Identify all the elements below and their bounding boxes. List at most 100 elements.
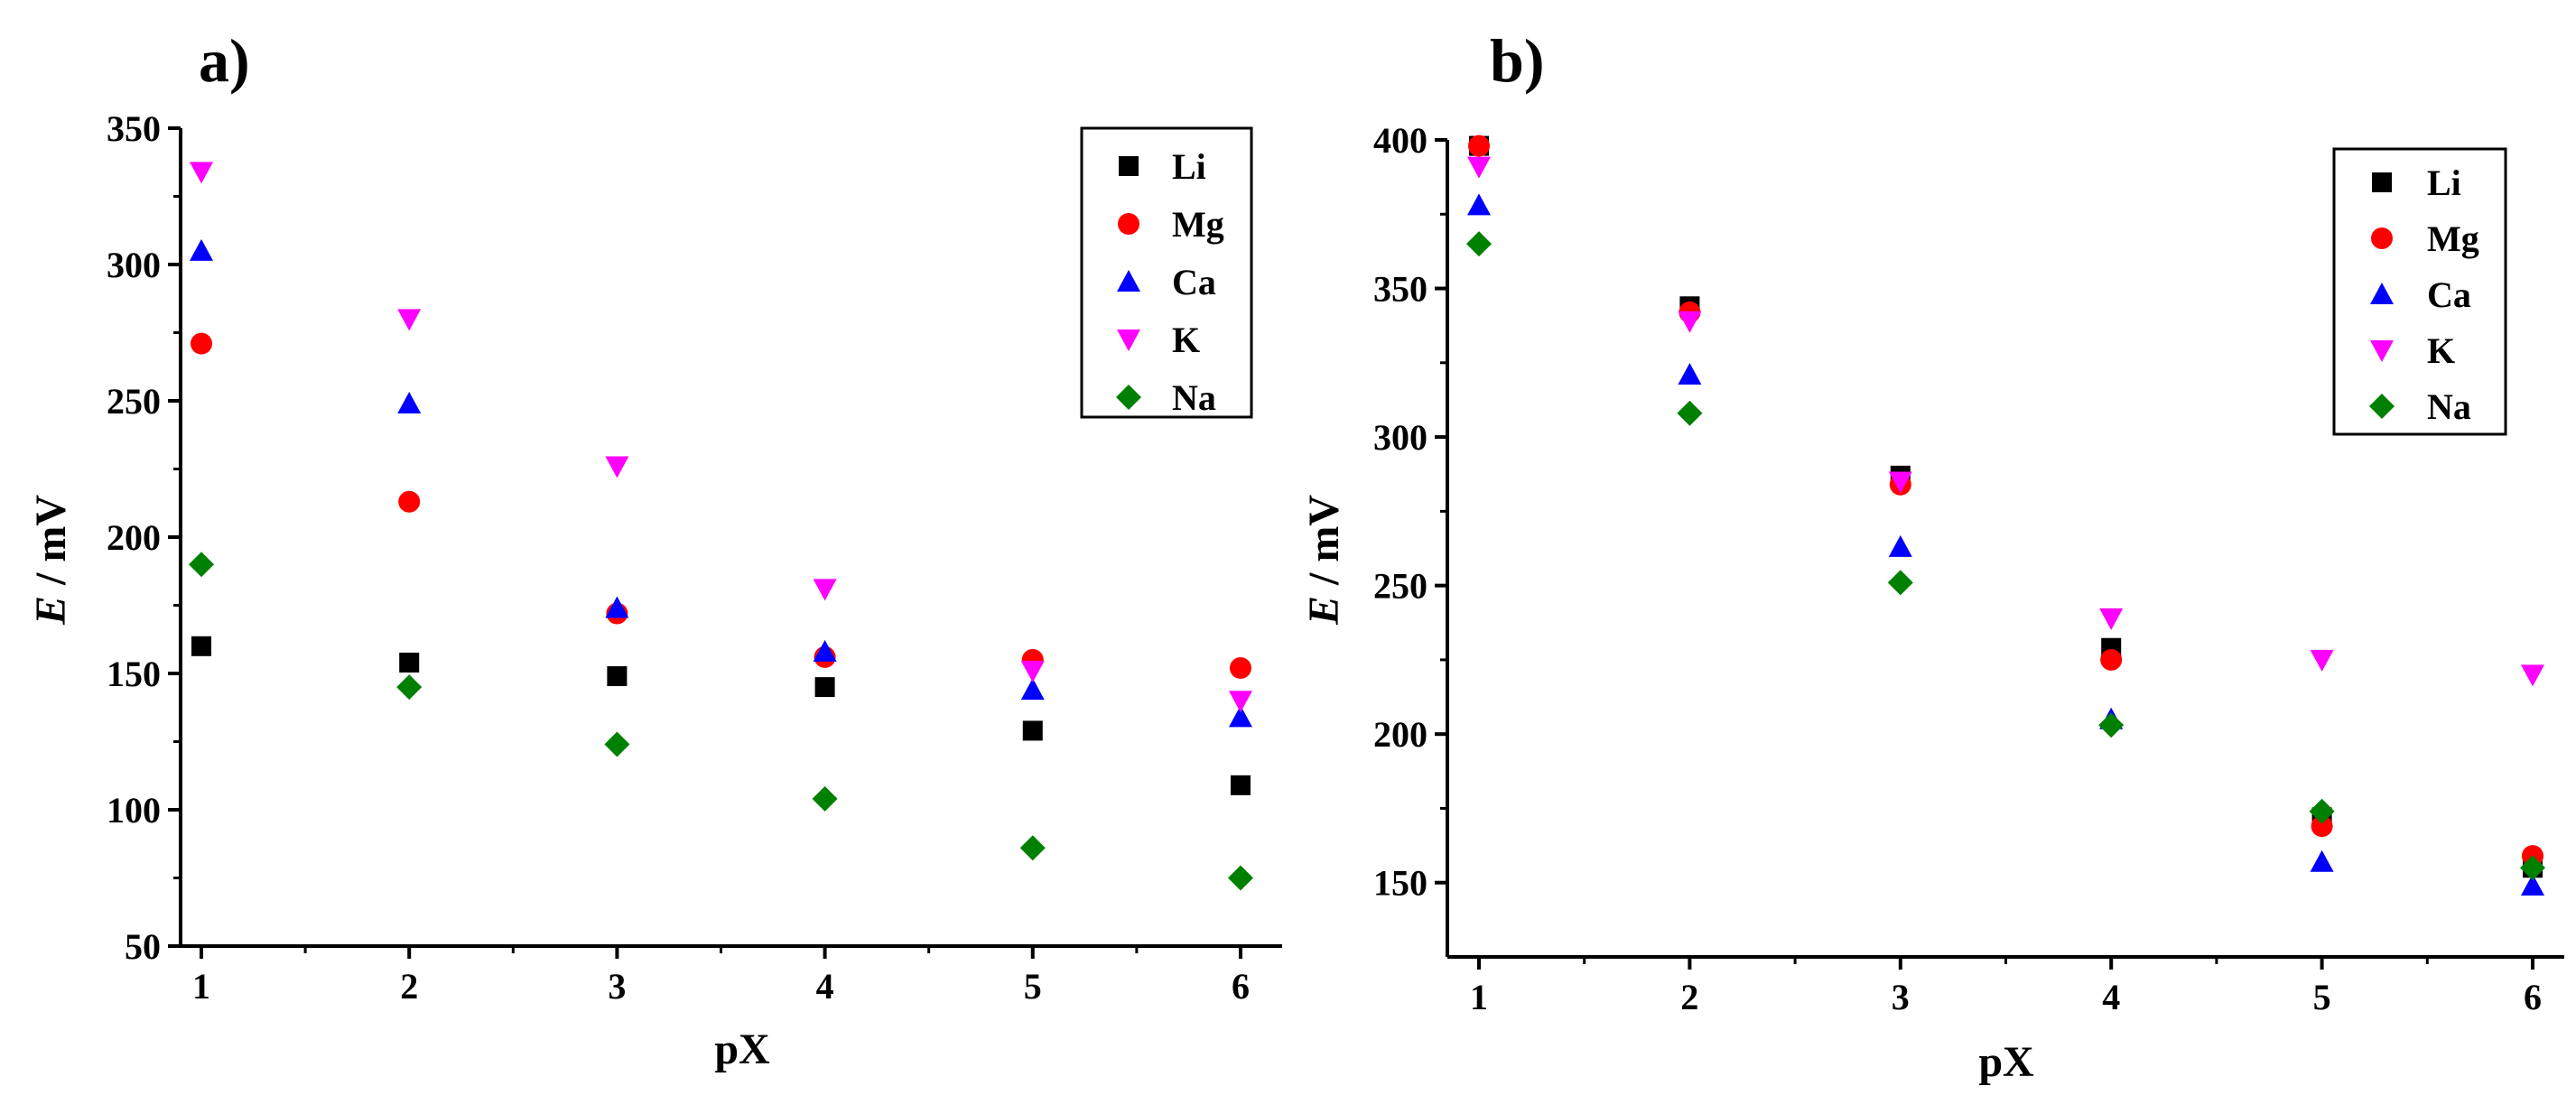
panel-label-a: a) [199, 26, 250, 95]
data-point-b-ca [1888, 534, 1912, 557]
legend-marker-b-na [2369, 394, 2395, 419]
legend-marker-a-na [1116, 385, 1141, 410]
data-point-b-na [1887, 570, 1913, 596]
data-point-a-na [1019, 835, 1046, 861]
data-point-b-k [1678, 311, 1702, 333]
legend-label-b-ca: Ca [2427, 274, 2471, 315]
y-tick-label-b: 300 [1373, 417, 1427, 458]
y-tick-label-b: 350 [1373, 269, 1427, 310]
legend-label-b-mg: Mg [2427, 218, 2479, 259]
data-point-a-ca [813, 639, 837, 662]
data-point-a-k [1228, 691, 1252, 713]
data-point-b-ca [2520, 874, 2544, 896]
data-point-a-li [191, 636, 212, 656]
data-point-a-ca [190, 238, 214, 261]
data-point-b-k [1467, 156, 1492, 179]
data-point-b-mg [2311, 815, 2333, 838]
y-axis-title-b-symbol: E [1300, 596, 1348, 626]
panel-label-b: b) [1490, 26, 1544, 95]
data-point-a-ca [1228, 705, 1252, 728]
panel-b: b) pX E / mV 150 200 250 300 350 400 1 2 3 4 5 6 Li M… [1300, 26, 2564, 1086]
data-point-b-k [1888, 471, 1912, 494]
legend-label-b-li: Li [2427, 162, 2461, 203]
legend-marker-b-li [2372, 172, 2392, 192]
legend-marker-a-k [1117, 330, 1140, 351]
y-tick-label-a: 350 [107, 108, 161, 149]
legend-label-b-k: K [2427, 330, 2455, 371]
y-tick-label-b: 200 [1373, 714, 1427, 755]
data-point-a-k [1020, 660, 1045, 682]
y-tick-label-a: 100 [107, 790, 161, 831]
data-point-a-na [604, 731, 630, 757]
y-tick-label-a: 150 [107, 654, 161, 694]
data-point-b-na [2519, 855, 2545, 881]
data-point-b-ca [1678, 362, 1702, 385]
data-point-b-k [2310, 649, 2334, 672]
data-point-a-na [396, 674, 423, 701]
x-tick-label-b: 5 [2313, 977, 2331, 1017]
data-point-a-li [399, 652, 420, 673]
x-tick-label-b: 6 [2524, 977, 2542, 1017]
y-axis-title-b: E / mV [1300, 495, 1348, 626]
data-point-a-ca [605, 596, 629, 618]
x-tick-label-a: 5 [1024, 966, 1042, 1007]
x-tick-label-a: 6 [1232, 966, 1250, 1007]
x-tick-label-b: 4 [2102, 977, 2120, 1017]
y-tick-label-a: 250 [107, 381, 161, 422]
data-point-a-mg [1229, 656, 1251, 679]
data-point-a-li [814, 677, 835, 698]
legend-box-b [2332, 147, 2507, 436]
y-axis-title-a-symbol: E [27, 596, 75, 626]
y-tick-label-b: 250 [1373, 566, 1427, 607]
data-point-a-mg [398, 490, 421, 513]
legend-label-a-mg: Mg [1172, 204, 1224, 245]
y-axis-title-a: E / mV [27, 495, 75, 626]
legend-label-a-na: Na [1172, 377, 1216, 418]
data-point-b-k [2099, 608, 2124, 630]
x-tick-label-a: 2 [400, 966, 418, 1007]
legend-marker-b-ca [2370, 283, 2394, 304]
data-point-a-li [1022, 720, 1043, 741]
data-point-a-k [813, 579, 837, 601]
data-point-a-li [607, 666, 628, 687]
legend-marker-b-k [2370, 340, 2394, 362]
data-point-a-ca [397, 392, 422, 414]
data-point-a-k [397, 309, 422, 331]
data-point-b-na [2309, 798, 2335, 824]
legend-label-a-k: K [1172, 320, 1200, 360]
legend-marker-a-ca [1117, 270, 1140, 292]
x-tick-label-b: 1 [1470, 977, 1488, 1017]
data-point-b-na [2098, 712, 2125, 738]
legend-label-b-na: Na [2427, 386, 2471, 427]
legend-label-a-ca: Ca [1172, 262, 1216, 302]
panel-a: a) pX E / mV 50 100 150 200 250 300 350 1 2 3 4 5 6 L… [27, 26, 1282, 1073]
y-tick-label-b: 400 [1373, 120, 1427, 161]
data-point-a-na [1227, 865, 1253, 891]
x-tick-label-a: 3 [608, 966, 626, 1007]
x-tick-label-b: 2 [1680, 977, 1698, 1017]
y-axis-title-a-unit: / mV [27, 495, 75, 596]
legend-marker-a-li [1119, 156, 1139, 176]
data-point-a-na [189, 552, 215, 578]
x-tick-label-b: 3 [1892, 977, 1910, 1017]
legend-label-a-li: Li [1172, 146, 1206, 187]
data-point-a-k [190, 162, 214, 184]
data-point-b-ca [2310, 849, 2334, 872]
y-tick-label-a: 300 [107, 245, 161, 285]
x-axis-title-a: pX [714, 1026, 770, 1073]
x-axis-title-b: pX [1978, 1038, 2034, 1086]
x-tick-label-a: 4 [816, 966, 834, 1007]
legend-marker-a-mg [1118, 213, 1139, 235]
data-point-b-k [2520, 664, 2544, 687]
legend-marker-b-mg [2371, 227, 2393, 249]
data-point-a-mg [191, 332, 213, 355]
data-point-a-k [605, 456, 629, 478]
y-tick-label-b: 150 [1373, 863, 1427, 904]
data-point-b-ca [1467, 193, 1492, 216]
x-tick-label-a: 1 [192, 966, 210, 1007]
data-point-b-mg [2100, 648, 2123, 671]
data-point-b-na [1677, 400, 1703, 426]
data-point-a-li [1230, 775, 1251, 795]
legend-box-a [1080, 126, 1253, 419]
